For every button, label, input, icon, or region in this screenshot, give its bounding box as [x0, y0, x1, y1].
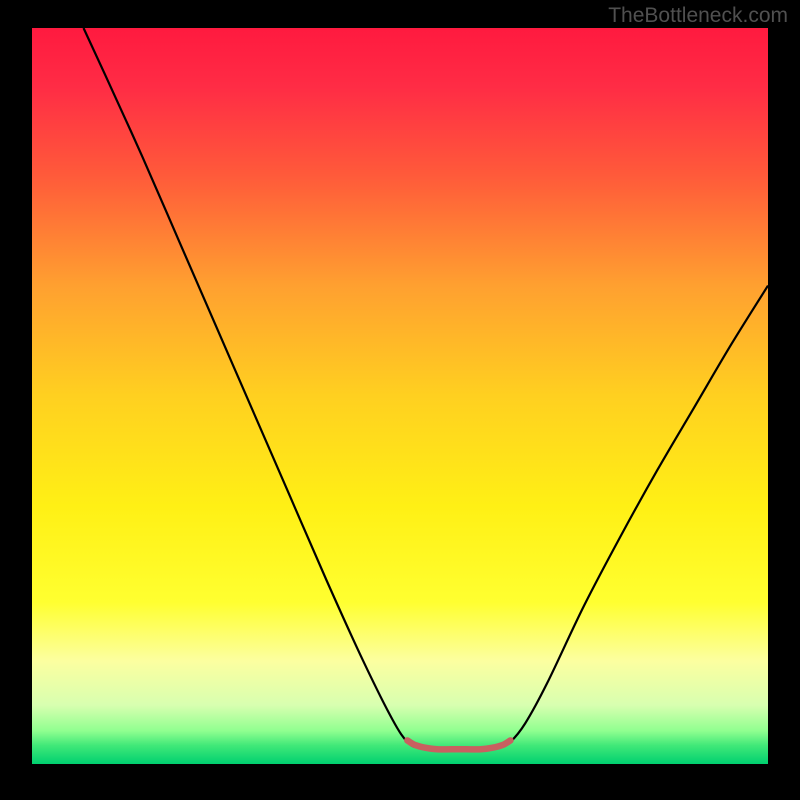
main-curve: [84, 28, 768, 749]
plot-area: [32, 28, 768, 764]
bottom-highlight-curve: [407, 740, 510, 749]
watermark-text: TheBottleneck.com: [608, 4, 788, 28]
chart-curves: [32, 28, 768, 764]
